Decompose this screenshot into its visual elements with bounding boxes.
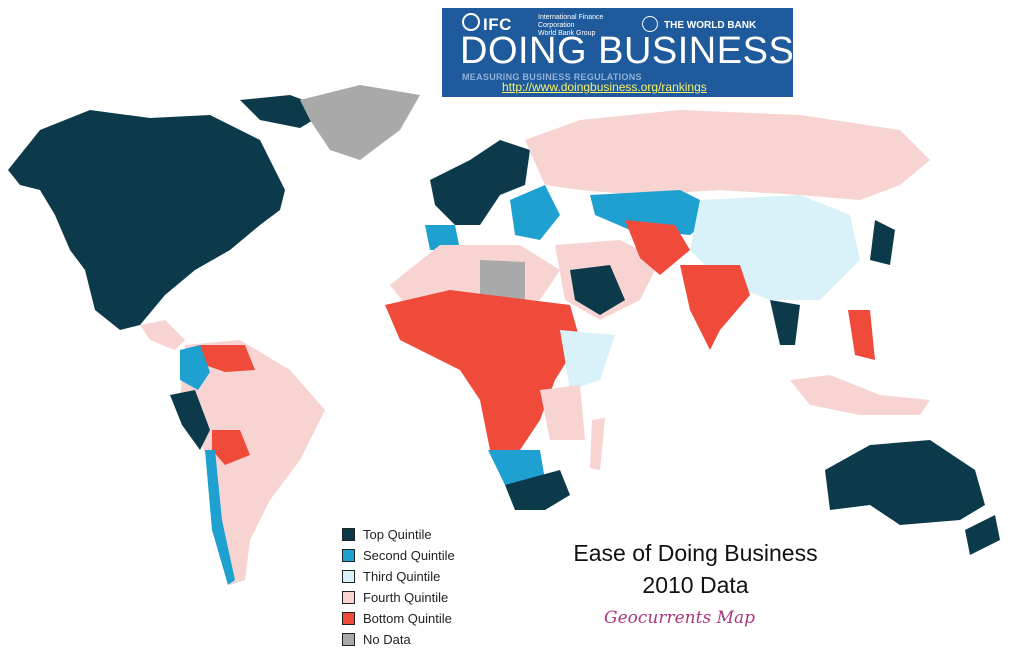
- legend-label: Fourth Quintile: [363, 590, 449, 605]
- tanzania: [540, 385, 585, 440]
- legend-item: Third Quintile: [342, 566, 455, 587]
- map-title-line1: Ease of Doing Business: [573, 540, 818, 566]
- bolivia: [212, 430, 250, 465]
- globe-icon: [642, 16, 658, 32]
- banner-title: DOING BUSINESS: [460, 30, 793, 72]
- australia: [825, 440, 985, 525]
- europe-east: [510, 185, 560, 240]
- west-central-africa: [385, 290, 580, 450]
- legend-swatch: [342, 591, 355, 604]
- south-america-pink: [180, 340, 325, 585]
- legend-label: Top Quintile: [363, 527, 432, 542]
- map-credit: Geocurrents Map: [604, 608, 755, 628]
- rankings-link[interactable]: http://www.doingbusiness.org/rankings: [502, 80, 707, 94]
- legend-label: Bottom Quintile: [363, 611, 452, 626]
- greenland: [300, 85, 420, 160]
- ifc-logo: IFC: [462, 13, 512, 35]
- venezuela-guyana: [200, 345, 255, 372]
- legend-swatch: [342, 633, 355, 646]
- southeast-asia: [770, 300, 800, 345]
- new-zealand: [965, 515, 1000, 555]
- algeria-libya: [480, 260, 525, 300]
- southern-africa-second: [488, 450, 545, 485]
- europe-top: [430, 140, 530, 225]
- legend-swatch: [342, 570, 355, 583]
- saudi-arabia: [570, 265, 625, 315]
- ifc-mark-icon: [462, 13, 480, 31]
- afghanistan-iran: [625, 220, 690, 275]
- legend-swatch: [342, 549, 355, 562]
- map-title-line2: 2010 Data: [642, 572, 749, 598]
- south-africa: [505, 470, 570, 510]
- banner-subtitle: MEASURING BUSINESS REGULATIONS: [462, 72, 642, 82]
- kazakhstan: [590, 190, 720, 235]
- ifc-text: IFC: [483, 15, 512, 34]
- europe-second: [425, 225, 460, 250]
- ifc-group: World Bank Group: [538, 30, 596, 37]
- legend-item: Top Quintile: [342, 524, 455, 545]
- legend-item: No Data: [342, 629, 455, 650]
- russia: [525, 110, 930, 200]
- legend-label: Second Quintile: [363, 548, 455, 563]
- east-africa: [560, 330, 615, 390]
- legend-swatch: [342, 612, 355, 625]
- legend-item: Bottom Quintile: [342, 608, 455, 629]
- ifc-org-name: International Finance Corporation World …: [538, 14, 628, 38]
- legend-label: No Data: [363, 632, 411, 647]
- legend-item: Second Quintile: [342, 545, 455, 566]
- philippines: [848, 310, 875, 360]
- world-bank-logo: THE WORLD BANK: [642, 16, 756, 32]
- legend-swatch: [342, 528, 355, 541]
- legend: Top Quintile Second Quintile Third Quintil…: [342, 524, 455, 650]
- legend-label: Third Quintile: [363, 569, 441, 584]
- world-bank-text: THE WORLD BANK: [664, 20, 757, 31]
- legend-item: Fourth Quintile: [342, 587, 455, 608]
- indonesia: [790, 375, 930, 415]
- central-america: [140, 320, 185, 350]
- map-title: Ease of Doing Business 2010 Data: [548, 537, 843, 601]
- madagascar: [590, 418, 605, 470]
- india: [680, 265, 750, 350]
- doing-business-banner: IFC International Finance Corporation Wo…: [442, 8, 793, 97]
- japan: [870, 220, 895, 265]
- ifc-org: International Finance Corporation: [538, 14, 604, 29]
- north-america: [8, 110, 285, 330]
- colombia: [180, 345, 210, 390]
- peru: [170, 390, 210, 450]
- chile: [205, 450, 235, 585]
